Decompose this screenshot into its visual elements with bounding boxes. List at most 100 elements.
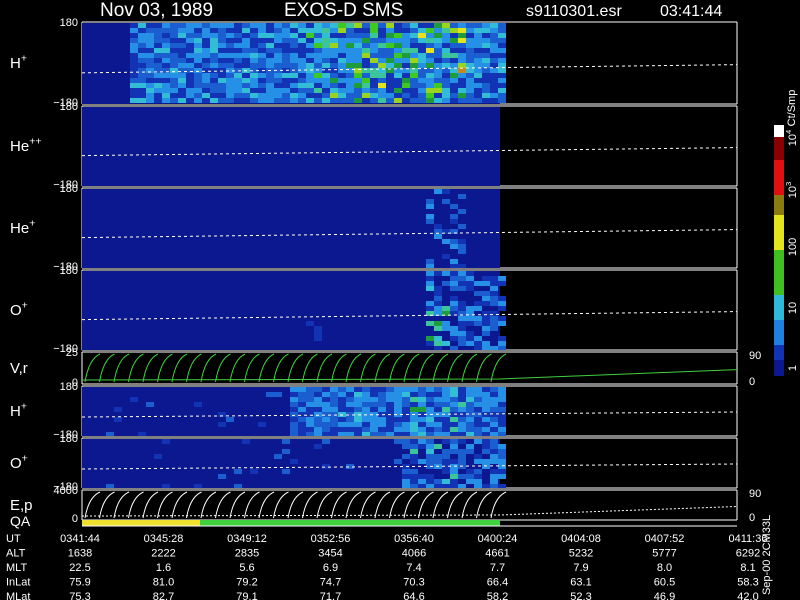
spectrogram-pixel (426, 28, 434, 33)
trace-arc (84, 491, 101, 519)
spectrogram-pixel (434, 83, 442, 88)
spectrogram-pixel (482, 397, 490, 402)
spectrogram-pixel (418, 53, 426, 58)
table-cell: 0411:36 (729, 533, 768, 545)
spectrogram-pixel (458, 454, 466, 459)
spectrogram-pixel (418, 474, 426, 479)
spectrogram-pixel (290, 43, 298, 48)
spectrogram-pixel (434, 28, 442, 33)
spectrogram-pixel (370, 63, 378, 68)
spectrogram-pixel (210, 38, 218, 43)
spectrogram-pixel (162, 58, 170, 63)
spectrogram-pixel (434, 301, 442, 306)
spectrogram-pixel (458, 387, 466, 392)
spectrogram-pixel (322, 427, 330, 432)
trace-arc (403, 491, 420, 519)
spectrogram-pixel (370, 402, 378, 407)
spectrogram-pixel (450, 484, 458, 488)
spectrogram-pixel (354, 38, 362, 43)
spectrogram-pixel (186, 98, 194, 103)
spectrogram-pixel (274, 83, 282, 88)
spectrogram-pixel (210, 63, 218, 68)
spectrogram-pixel (274, 58, 282, 63)
spectrogram-pixel (370, 392, 378, 397)
spectrogram-pixel (490, 63, 498, 68)
spectrogram-pixel (178, 43, 186, 48)
spectrogram-pixel (394, 68, 402, 73)
spectrogram-pixel (434, 387, 442, 392)
spectrogram-pixel (146, 38, 154, 43)
spectrogram-pixel (482, 316, 490, 321)
spectrogram-pixel (442, 43, 450, 48)
spectrogram-pixel (162, 98, 170, 103)
spectrogram-pixel (474, 341, 482, 346)
spectrogram-pixel (234, 43, 242, 48)
spectrogram-pixel (498, 387, 506, 392)
spectrogram-pixel (434, 68, 442, 73)
spectrogram-pixel (458, 63, 466, 68)
colorbar-segment (774, 195, 784, 215)
spectrogram-pixel (402, 68, 410, 73)
spectrogram-pixel (146, 53, 154, 58)
spectrogram-pixel (442, 68, 450, 73)
spectrogram-pixel (146, 43, 154, 48)
spectrogram-pixel (450, 296, 458, 301)
spectrogram-pixel (418, 484, 426, 488)
spectrogram-pixel (490, 444, 498, 449)
spectrogram-pixel (322, 402, 330, 407)
trace-line (81, 506, 738, 517)
spectrogram-pixel (466, 68, 474, 73)
spectrogram-pixel (442, 58, 450, 63)
spectrogram-pixel (250, 73, 258, 78)
spectrogram-pixel (498, 23, 506, 28)
spectrogram-pixel (482, 449, 490, 454)
spectrogram-pixel (498, 417, 506, 422)
spectrogram-pixel (282, 73, 290, 78)
spectrogram-pixel (250, 78, 258, 83)
spectrogram-pixel (202, 53, 210, 58)
spectrogram-pixel (194, 33, 202, 38)
table-cell: 0341:44 (60, 533, 100, 545)
spectrogram-pixel (386, 23, 394, 28)
spectrogram-pixel (186, 28, 194, 33)
spectrogram-pixel (402, 432, 410, 436)
spectrogram-pixel (402, 427, 410, 432)
table-cell: 74.7 (320, 577, 341, 589)
spectrogram-pixel (426, 402, 434, 407)
spectrogram-pixel (466, 316, 474, 321)
spectrogram-pixel (194, 484, 202, 488)
spectrogram-pixel (370, 53, 378, 58)
spectrogram-pixel (314, 48, 322, 53)
spectrogram-pixel (186, 53, 194, 58)
spectrogram-pixel (250, 58, 258, 63)
spectrogram-pixel (242, 33, 250, 38)
spectrogram-pixel (346, 412, 354, 417)
spectrogram-pixel (474, 23, 482, 28)
spectrogram-pixel (186, 38, 194, 43)
spectrogram-pixel (322, 98, 330, 103)
spectrogram-pixel (474, 397, 482, 402)
spectrogram-pixel (274, 68, 282, 73)
spectrogram-pixel (186, 68, 194, 73)
right-tick-label: 0 (749, 512, 755, 524)
spectrogram-pixel (146, 73, 154, 78)
colorbar-tick-label-sup: 3 (784, 182, 793, 186)
spectrogram-pixel (458, 439, 466, 444)
spectrogram-pixel (442, 459, 450, 464)
spectrogram-pixel (290, 397, 298, 402)
spectrogram-pixel (442, 63, 450, 68)
spectrogram-pixel (146, 78, 154, 83)
spectrogram-pixel (434, 484, 442, 488)
panel-label: He++ (10, 135, 41, 155)
spectrogram-pixel (394, 397, 402, 402)
spectrogram-pixel (226, 28, 234, 33)
spectrogram-pixel (170, 23, 178, 28)
spectrogram-pixel (458, 88, 466, 93)
spectrogram-pixel (338, 48, 346, 53)
spectrogram-pixel (322, 407, 330, 412)
spectrogram-pixel (450, 48, 458, 53)
colorbar-segment (774, 137, 784, 160)
spectrogram-pixel (242, 48, 250, 53)
spectrogram-pixel (458, 422, 466, 427)
spectrogram-pixel (306, 402, 314, 407)
